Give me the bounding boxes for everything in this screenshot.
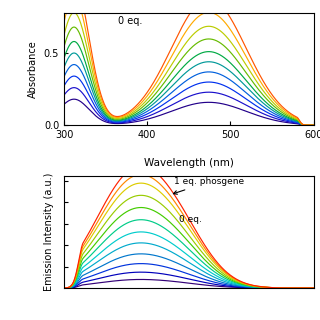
Y-axis label: Emission Intensity (a.u.): Emission Intensity (a.u.) xyxy=(44,173,53,291)
Y-axis label: Absorbance: Absorbance xyxy=(28,40,38,98)
Text: 0 eq.: 0 eq. xyxy=(179,215,202,224)
Text: 1 eq. phosgene: 1 eq. phosgene xyxy=(173,177,244,194)
Text: 0 eq.: 0 eq. xyxy=(118,16,143,26)
Text: Wavelength (nm): Wavelength (nm) xyxy=(144,158,234,168)
